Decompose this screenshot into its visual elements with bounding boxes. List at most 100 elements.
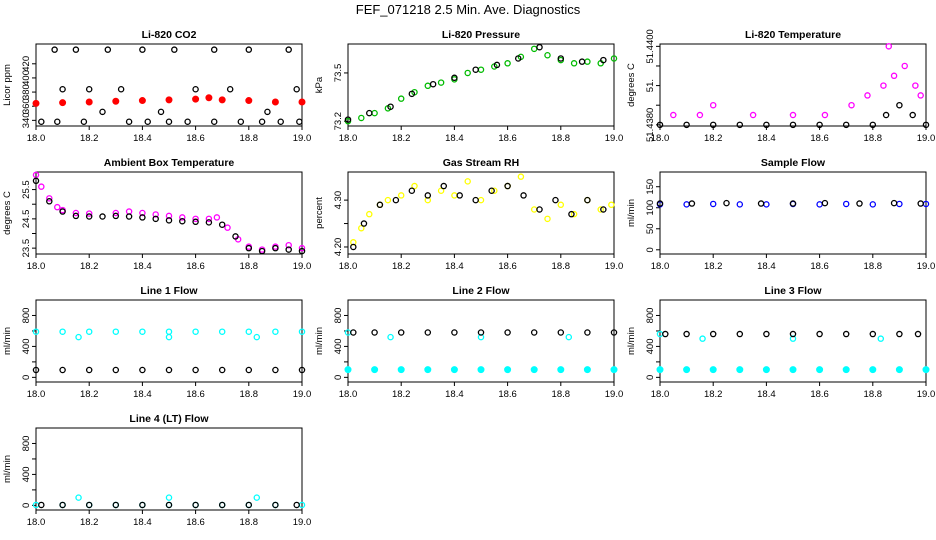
data-point [139,366,146,374]
data-point [296,118,303,126]
data-point [656,121,664,129]
y-tick-label: 800 [645,308,656,324]
data-point [271,98,279,106]
panel-title: Li-820 CO2 [142,29,197,41]
data-point [54,118,61,126]
data-point [890,72,898,80]
data-point [917,92,924,99]
data-point [272,501,279,509]
data-point [584,196,591,204]
data-point [371,109,378,117]
data-point [213,214,221,221]
y-axis-label: kPa [314,76,325,93]
data-point [424,192,432,199]
data-point [683,366,691,374]
y-tick-label: 25.5 [21,180,32,199]
data-point [80,118,88,126]
data-point [85,328,93,335]
data-point [922,366,930,374]
data-point [821,199,829,207]
data-point [218,501,226,509]
data-point [514,55,522,62]
data-point [736,330,744,338]
x-tick-label: 18.2 [80,389,99,400]
data-point [736,201,744,208]
x-tick-label: 19.0 [605,133,624,144]
data-point [472,196,479,204]
data-point [139,328,146,335]
main-title: FEF_071218 2.5 Min. Ave. Diagnostics [355,2,581,17]
data-point [192,218,199,226]
data-point [909,111,916,119]
chart-sample-flow: Sample Flow 18.0 18.2 18.4 18.6 18.8 19.0 0 50 10… [626,157,935,272]
plot-frame [347,43,615,127]
data-point [371,329,378,336]
data-point [59,208,66,215]
data-point [72,212,80,220]
x-tick-label: 18.2 [80,517,99,528]
data-point [877,335,885,342]
data-point [293,85,300,93]
data-point [54,203,61,211]
data-point [450,366,458,374]
data-point [842,200,850,208]
data-point [789,330,797,338]
data-point [683,330,690,338]
x-tick-label: 19.0 [917,133,936,144]
data-point [696,111,704,119]
data-point [59,501,66,509]
y-axis-label: degrees C [626,63,637,107]
x-tick-label: 18.4 [133,389,152,400]
panel-title: Gas Stream RH [443,157,519,169]
data-point [32,366,40,374]
data-point [366,109,373,117]
y-axis-label: ml/min [2,455,13,483]
data-point [165,118,173,126]
data-point [610,366,618,374]
data-point [914,330,922,338]
data-point [144,118,151,126]
data-point [384,196,392,204]
data-point [51,46,58,53]
data-point [358,224,365,232]
data-point [192,215,199,223]
panel-title: Line 3 Flow [764,285,822,297]
data-point [205,94,213,102]
data-point [608,201,615,209]
y-tick-label: 51.4400 [645,29,656,63]
x-tick-label: 18.4 [757,261,776,272]
data-point [709,200,717,208]
data-point [192,85,199,93]
data-point [699,335,706,342]
x-tick-label: 18.8 [864,389,883,400]
data-point [112,366,120,374]
data-point [46,195,53,202]
data-point [152,215,159,223]
data-point [75,494,82,501]
data-point [504,60,511,67]
y-tick-label: 380 [21,84,32,100]
data-point [218,221,226,228]
y-axis-label: ml/min [2,327,13,355]
data-point [816,366,824,374]
data-point [245,328,253,335]
x-tick-label: 18.0 [651,261,670,272]
data-point [583,366,591,374]
data-point [165,217,173,224]
data-point [344,366,352,374]
data-point [139,214,146,221]
data-point [597,206,604,213]
x-tick-label: 18.8 [240,517,259,528]
data-point [224,224,231,231]
data-point [253,494,261,501]
data-point [298,328,306,335]
data-point [32,328,40,335]
chart-gas-stream-rh: Gas Stream RH 18.0 18.2 18.4 18.6 18.8 19.0 4.2… [314,157,623,272]
panel-title: Li-820 Pressure [442,29,520,41]
data-point [464,69,471,77]
data-point [205,219,213,226]
data-point [848,101,855,109]
data-point [59,99,67,107]
y-axis-label: ml/min [626,327,637,355]
panel-title: Line 2 Flow [452,285,510,297]
